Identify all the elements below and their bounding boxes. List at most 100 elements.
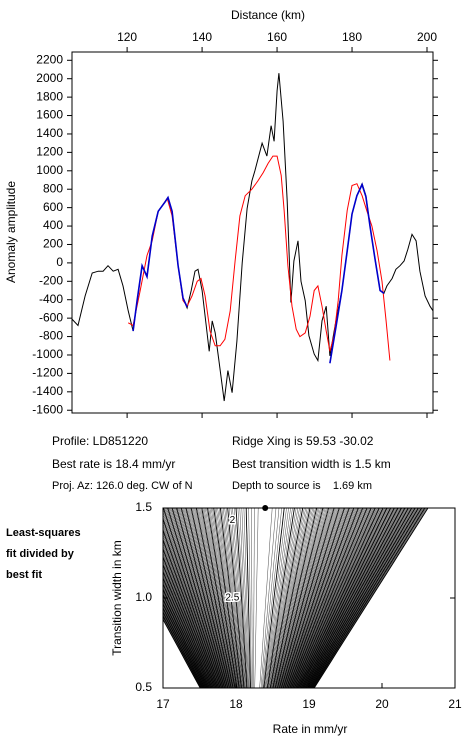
contour-line: [269, 508, 304, 688]
contour-line: [163, 550, 216, 688]
contour-line: [163, 508, 222, 688]
series-line: [127, 155, 391, 361]
y-tick-label: -600: [39, 310, 63, 324]
contour-line: [163, 598, 207, 688]
contour-line: [163, 528, 220, 688]
contour-line: [308, 508, 414, 688]
x-axis-label: Rate in mm/yr: [273, 722, 348, 736]
contour-line: [313, 508, 427, 688]
contour-line: [285, 508, 348, 688]
contour-line: [309, 508, 416, 688]
contour-line: [306, 508, 408, 688]
contour-line: [163, 609, 204, 688]
contour-line: [280, 508, 332, 688]
contour-line: [198, 508, 234, 688]
info-text: Best rate is 18.4 mm/yr: [52, 457, 175, 471]
contour-line: [289, 508, 357, 688]
contour-line: [300, 508, 389, 688]
contour-line: [195, 508, 234, 688]
contour-line: [188, 508, 231, 688]
contour-line: [293, 508, 370, 688]
contour-line: [254, 508, 259, 688]
contour-line: [282, 508, 340, 688]
contour-line: [201, 508, 236, 688]
contour-line: [311, 508, 420, 688]
contour-line: [300, 508, 390, 688]
contour-line: [307, 508, 410, 688]
contour-line: [195, 508, 233, 688]
contour-line: [272, 508, 309, 688]
y-tick-label: 1400: [36, 126, 63, 140]
contour-line: [285, 508, 347, 688]
contour-line: [163, 610, 204, 688]
contour-line: [230, 508, 246, 688]
contour-line: [289, 508, 360, 688]
contour-line: [164, 508, 223, 688]
contour-line: [208, 508, 238, 688]
contour-line: [202, 508, 236, 688]
contour-line: [253, 508, 255, 688]
contour-line: [245, 508, 252, 688]
y-axis-label: Anomaly amplitude: [4, 181, 18, 283]
contour-line: [274, 508, 316, 688]
y-tick-label: 1.5: [135, 500, 152, 514]
contour-line: [163, 606, 205, 688]
y-axis-label: Transition width in km: [110, 540, 124, 656]
contour-line: [212, 508, 239, 688]
contour-line: [295, 508, 376, 688]
contour-line: [305, 508, 406, 688]
contour-line: [308, 508, 413, 688]
y-tick-label: -800: [39, 329, 63, 343]
contour-line: [206, 508, 237, 688]
contour-line: [163, 561, 214, 688]
note: best fit: [6, 569, 42, 581]
contour-line: [192, 508, 233, 688]
contour-line: [163, 523, 220, 688]
contour-line: [277, 508, 325, 688]
contour-line: [163, 578, 211, 688]
contour-line: [171, 508, 225, 688]
contour-line: [214, 508, 240, 688]
info-text: Depth to source is 1.69 km: [232, 480, 372, 492]
contour-line: [278, 508, 328, 688]
y-tick-label: 200: [43, 237, 63, 251]
contour-line: [294, 508, 373, 688]
contour-line: [297, 508, 382, 688]
contour-line: [311, 508, 422, 688]
x-tick-label: 200: [417, 30, 437, 44]
contour-line: [170, 508, 225, 688]
contour-line: [219, 508, 242, 688]
contour-line: [251, 508, 253, 688]
contour-line: [163, 558, 215, 688]
y-tick-label: 400: [43, 218, 63, 232]
contour-line: [300, 508, 392, 688]
contour-line: [163, 508, 223, 688]
x-tick-label: 17: [156, 697, 170, 711]
contour-line: [276, 508, 321, 688]
contour-line: [163, 538, 218, 688]
contour-line: [290, 508, 362, 688]
contour-line: [163, 563, 214, 688]
contour-line: [191, 508, 232, 688]
contour-line: [281, 508, 336, 688]
contour-line: [273, 508, 312, 688]
contour-line: [163, 575, 212, 688]
contour-line: [163, 580, 211, 688]
contour-line: [297, 508, 381, 688]
contour-line: [282, 508, 339, 688]
contour-line: [171, 508, 226, 688]
contour-line: [266, 508, 295, 688]
contour-line: [275, 508, 319, 688]
contour-line: [288, 508, 356, 688]
contour-line: [189, 508, 232, 688]
y-tick-label: 1200: [36, 145, 63, 159]
contour-line: [213, 508, 240, 688]
contour-line: [169, 508, 224, 688]
contour-line: [291, 508, 364, 688]
contour-line: [234, 508, 247, 688]
contour-line: [313, 508, 429, 688]
contour-line: [163, 581, 211, 688]
series-line: [132, 182, 385, 364]
contour-line: [163, 612, 203, 688]
contour-line: [163, 517, 221, 688]
